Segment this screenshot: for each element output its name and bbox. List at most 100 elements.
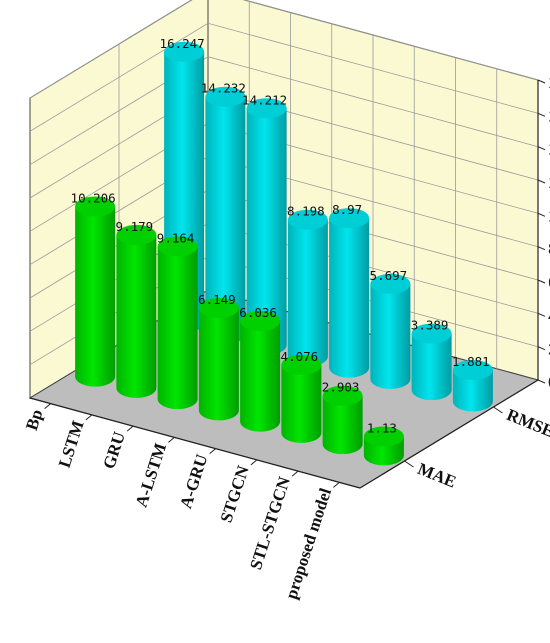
category-tick — [168, 436, 175, 443]
bar-rmse-3 — [287, 209, 328, 367]
bar-body — [329, 218, 370, 378]
category-tick — [250, 459, 258, 466]
data-label-rmse-5: 5.697 — [370, 268, 408, 283]
category-axis — [29, 397, 361, 489]
category-label: proposed model — [281, 486, 335, 602]
bar-mae-5 — [281, 354, 322, 443]
grid-line-h — [29, 0, 539, 99]
bar-rmse-4 — [329, 208, 370, 378]
series-label: RMSE — [504, 405, 550, 441]
series-axis — [359, 379, 539, 489]
bar-top — [370, 273, 411, 294]
data-label-rmse-7: 1.881 — [452, 354, 490, 369]
category-tick — [333, 481, 340, 488]
z-tick-label: 14 — [548, 140, 550, 159]
bar-rmse-7 — [452, 360, 493, 412]
bar-mae-1 — [116, 224, 157, 398]
series-tick — [404, 460, 414, 468]
category-tick — [44, 403, 51, 410]
category-label: STL-STGCN — [246, 474, 294, 572]
z-tick — [537, 212, 546, 217]
bar-top — [363, 426, 404, 447]
bar-body — [198, 307, 239, 421]
bar-rmse-6 — [411, 323, 452, 401]
z-tick-label: 18 — [548, 73, 550, 92]
bar-mae-4 — [240, 311, 281, 432]
series-tick — [493, 406, 503, 414]
bar-body — [75, 206, 116, 387]
bar-rmse-2 — [246, 98, 287, 356]
z-tick-label: 16 — [548, 106, 550, 125]
bar-body — [116, 234, 157, 398]
bar-mae-3 — [198, 297, 239, 421]
bar-top — [198, 297, 239, 318]
bar-mae-0 — [75, 196, 116, 387]
z-tick-label: 2 — [548, 340, 550, 359]
bar-top — [281, 354, 322, 375]
data-label-mae-6: 2.903 — [322, 380, 360, 395]
z-tick-label: 8 — [548, 240, 550, 259]
z-tick — [537, 312, 546, 317]
data-label-mae-7: 1.13 — [367, 421, 397, 436]
z-tick — [537, 179, 546, 184]
z-tick-label: 10 — [548, 206, 550, 225]
bar-rmse-1 — [205, 86, 246, 344]
bar-rmse-5 — [370, 273, 411, 389]
category-label: A-LSTM — [132, 441, 171, 510]
bar-top — [75, 196, 116, 217]
series-label: MAE — [415, 459, 459, 491]
bar-body — [157, 246, 198, 410]
data-label-rmse-1: 14.232 — [201, 81, 246, 96]
grid-line-h — [29, 89, 539, 199]
z-tick — [537, 246, 546, 251]
bar-top — [329, 208, 370, 229]
z-tick — [537, 346, 546, 351]
bar-top — [322, 385, 363, 406]
z-tick — [537, 279, 546, 284]
z-tick-label: 6 — [548, 273, 550, 292]
category-label: GRU — [99, 429, 129, 471]
chart-bars — [75, 41, 493, 466]
bar-mae-7 — [363, 426, 404, 466]
data-label-mae-1: 9.179 — [116, 219, 154, 234]
data-label-mae-2: 9.164 — [157, 230, 195, 245]
data-label-rmse-4: 8.97 — [332, 202, 362, 217]
bar-body — [452, 370, 493, 412]
bar-body — [370, 283, 411, 389]
bar-body — [240, 321, 281, 432]
grid-line-h — [29, 22, 539, 132]
z-tick — [537, 112, 546, 117]
data-label-rmse-0: 16.247 — [160, 36, 205, 51]
category-tick — [209, 448, 216, 455]
bar-body — [322, 395, 363, 455]
bar-body — [411, 333, 452, 401]
category-tick — [126, 425, 134, 432]
data-label-mae-5: 4.076 — [281, 349, 319, 364]
bar-body — [205, 96, 246, 344]
bar-top — [205, 86, 246, 107]
z-tick — [537, 79, 546, 84]
bar-top — [246, 98, 287, 119]
bar-body — [281, 364, 322, 443]
data-label-rmse-3: 8.198 — [287, 204, 325, 219]
bar-mae-2 — [157, 236, 198, 410]
data-label-rmse-6: 3.389 — [411, 318, 449, 333]
data-label-mae-3: 6.149 — [198, 292, 236, 307]
bar-body — [287, 219, 328, 367]
z-tick-label: 0 — [548, 373, 550, 392]
category-label: A-GRU — [176, 452, 211, 511]
category-label: STGCN — [217, 463, 253, 525]
bar-top — [164, 41, 205, 62]
data-label-rmse-2: 14.212 — [242, 92, 287, 107]
data-label-mae-4: 6.036 — [239, 305, 277, 320]
category-tick — [85, 414, 93, 421]
bar-body — [246, 108, 287, 356]
bar-top — [287, 209, 328, 230]
category-tick — [291, 470, 299, 477]
bar-top — [411, 323, 452, 344]
z-tick — [537, 146, 546, 151]
bar-top — [240, 311, 281, 331]
category-label: Bp — [22, 407, 46, 433]
bar-top — [157, 236, 198, 257]
category-label: LSTM — [55, 418, 88, 470]
